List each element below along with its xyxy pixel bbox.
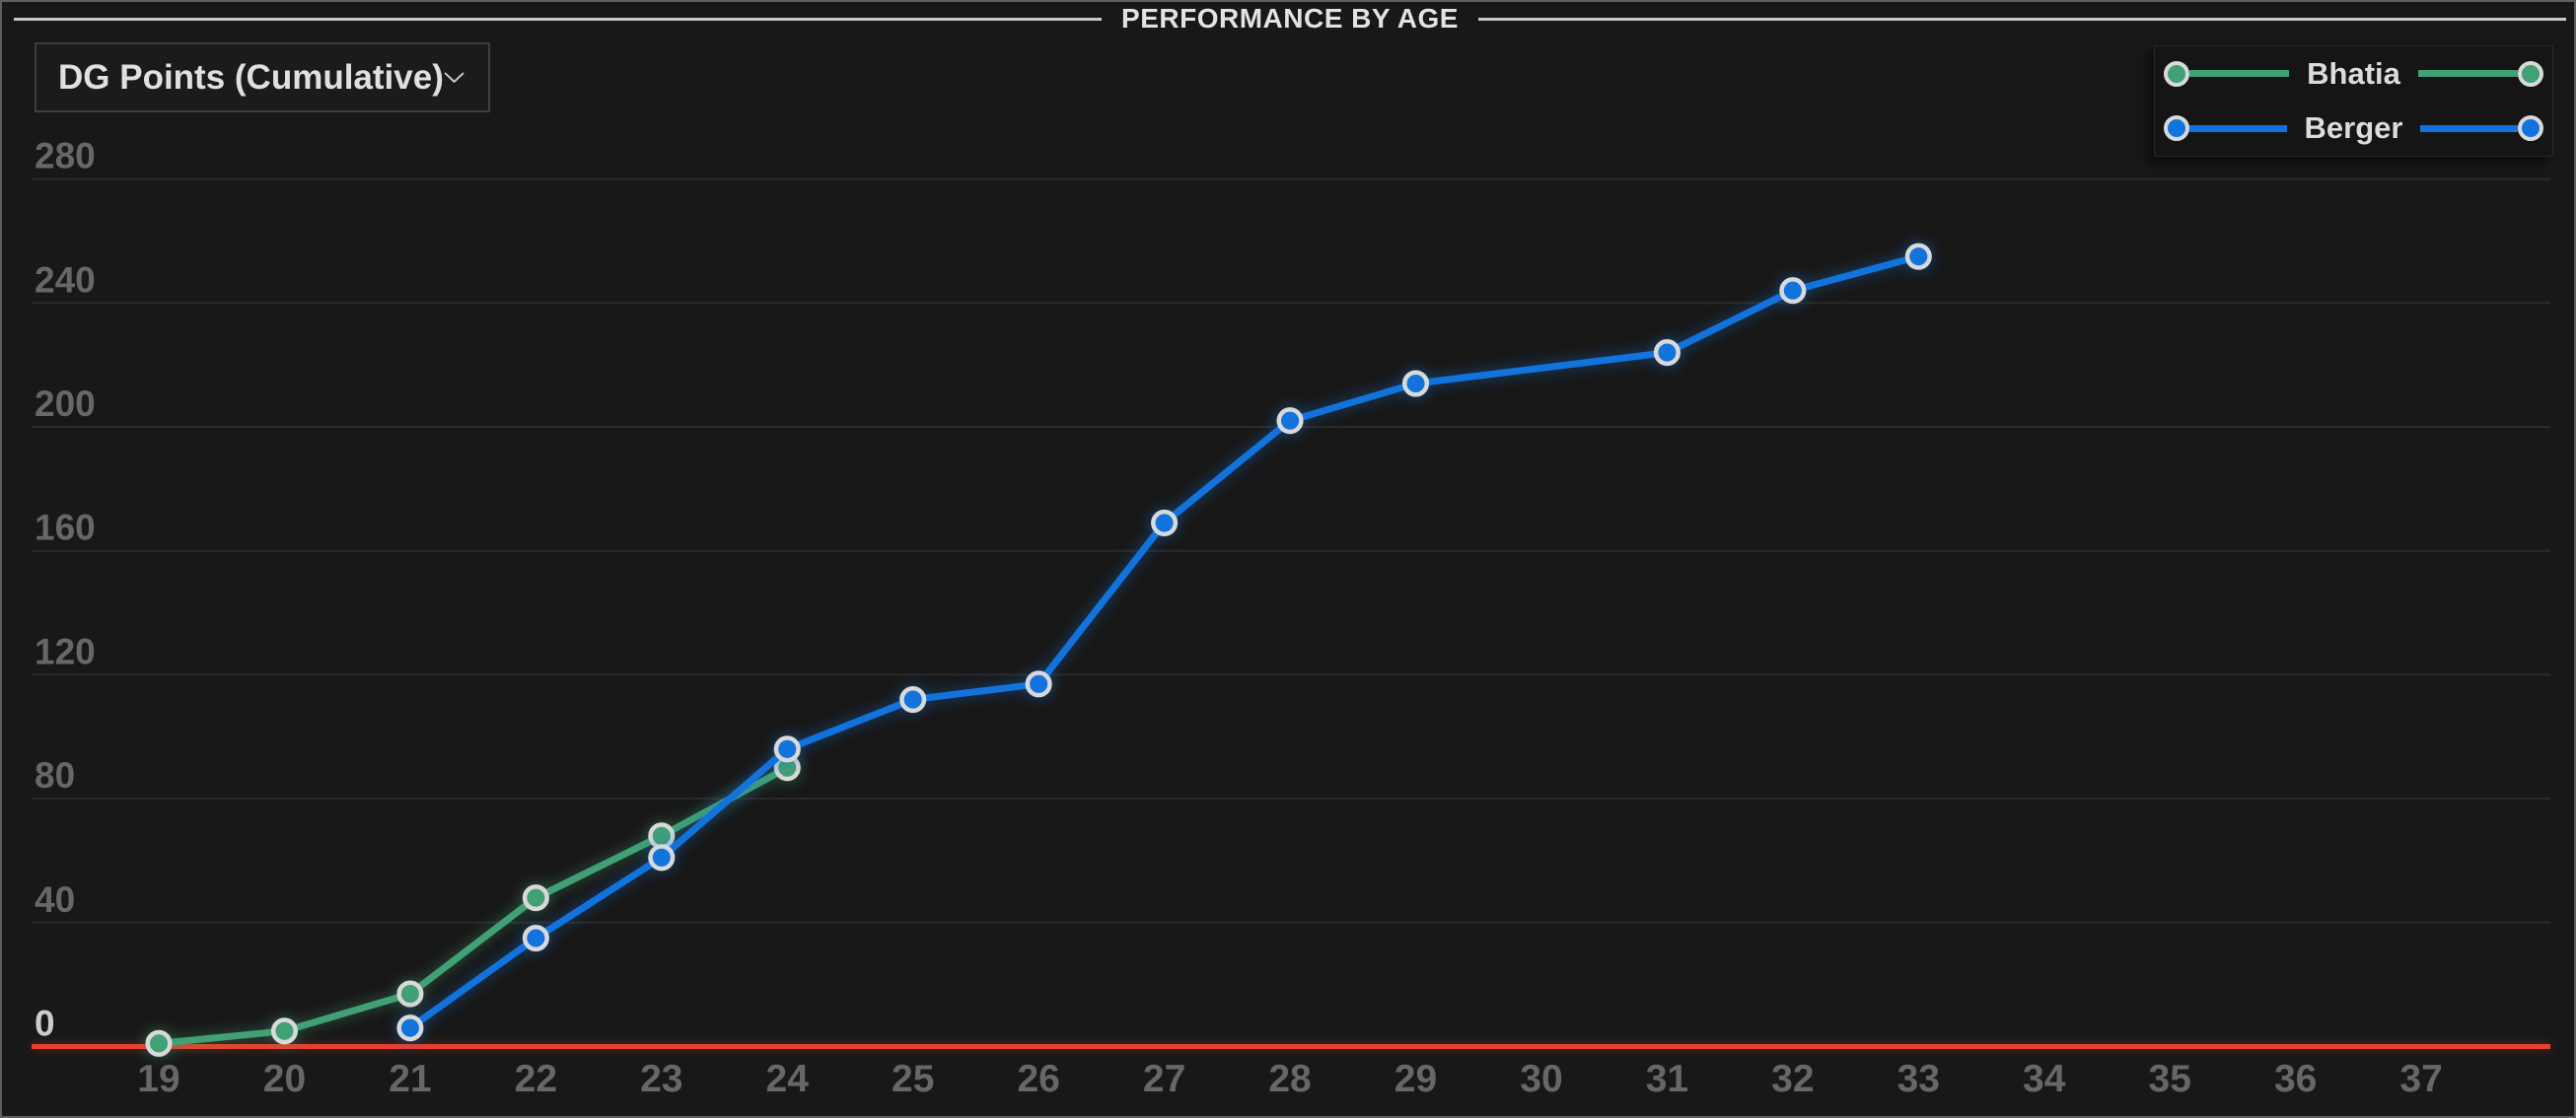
y-tick-label: 240 [35,259,96,300]
x-tick-label: 31 [1646,1058,1688,1100]
section-header: PERFORMANCE BY AGE [14,3,2566,34]
y-axis-labels: 0 40 80 120 160 200 240 280 [35,136,96,1044]
page-title: PERFORMANCE BY AGE [1121,3,1459,34]
data-point-berger[interactable] [899,685,927,714]
x-tick-label: 30 [1520,1058,1562,1100]
x-axis-labels: 19 20 21 22 23 24 25 26 27 28 29 30 31 32 33 34 35 36 37 [137,1058,2442,1100]
data-point-berger[interactable] [1904,243,1932,270]
x-tick-label: 34 [2023,1058,2066,1100]
x-tick-label: 25 [892,1058,934,1100]
x-tick-label: 23 [640,1058,682,1100]
x-tick-label: 36 [2274,1058,2317,1100]
legend-marker-icon [2164,60,2189,87]
legend-line [2189,124,2287,132]
data-point-berger[interactable] [1653,339,1681,367]
data-point-berger[interactable] [522,924,549,952]
data-point-berger[interactable] [1025,670,1052,698]
legend-line [2420,124,2518,132]
y-tick-label: 40 [35,879,75,920]
x-tick-label: 22 [515,1058,557,1100]
data-point-bhatia[interactable] [145,1029,173,1057]
metric-dropdown-value: DG Points (Cumulative) [58,57,444,97]
data-point-berger[interactable] [1151,509,1179,536]
data-point-bhatia[interactable] [648,822,676,850]
legend-line [2189,70,2290,78]
gridlines [32,177,2550,924]
series-bhatia [145,754,801,1057]
series-line-bhatia [155,764,791,1047]
x-tick-label: 26 [1017,1058,1059,1100]
legend-item-berger[interactable]: Berger [2164,102,2543,157]
data-point-berger[interactable] [1401,370,1430,397]
title-rule-left [14,17,1103,21]
y-tick-label: 0 [35,1004,55,1044]
metric-dropdown[interactable]: DG Points (Cumulative) [35,42,490,112]
legend-marker-icon [2518,115,2543,142]
x-tick-label: 27 [1143,1058,1185,1100]
y-tick-label: 80 [35,755,75,796]
data-point-berger[interactable] [1276,407,1304,435]
x-tick-label: 20 [263,1058,306,1100]
data-point-bhatia[interactable] [522,884,549,912]
x-tick-label: 24 [766,1058,810,1100]
data-point-bhatia[interactable] [270,1017,299,1045]
legend-line [2417,70,2518,78]
legend-item-bhatia[interactable]: Bhatia [2164,46,2543,102]
series-berger [396,243,1932,1042]
y-tick-label: 280 [35,136,96,176]
legend-label: Berger [2304,110,2403,146]
y-tick-label: 160 [35,508,96,548]
x-tick-label: 28 [1268,1058,1311,1100]
x-tick-label: 29 [1395,1058,1437,1100]
x-tick-label: 35 [2149,1058,2191,1100]
data-point-bhatia[interactable] [396,980,424,1008]
x-tick-label: 21 [389,1058,431,1100]
legend-label: Bhatia [2307,55,2400,91]
x-tick-label: 37 [2399,1058,2442,1100]
data-point-berger[interactable] [396,1014,424,1042]
data-point-berger[interactable] [1779,277,1807,305]
legend-marker-icon [2164,115,2189,142]
data-point-berger[interactable] [773,735,801,763]
x-tick-label: 32 [1771,1058,1814,1100]
data-point-berger[interactable] [648,844,676,872]
legend-marker-icon [2518,60,2543,87]
series-line-berger [406,252,1922,1032]
chart-legend: Bhatia Berger [2154,45,2553,157]
x-tick-label: 19 [137,1058,179,1100]
x-tick-label: 33 [1897,1058,1940,1100]
y-tick-label: 120 [35,631,96,671]
y-tick-label: 200 [35,384,96,424]
title-rule-right [1477,17,2566,21]
chevron-down-icon [444,72,465,83]
